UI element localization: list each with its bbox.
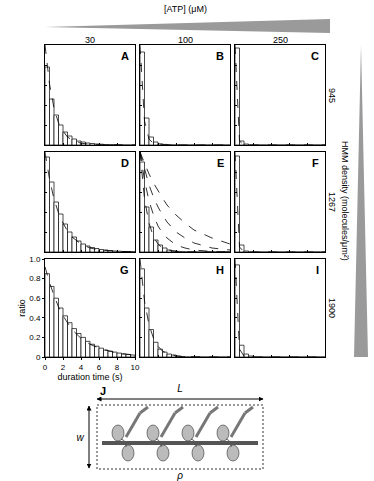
svg-text:0.6: 0.6: [29, 294, 41, 303]
svg-text:w: w: [76, 432, 84, 443]
svg-text:G: G: [120, 264, 129, 276]
svg-text:1267: 1267: [327, 192, 337, 212]
svg-text:E: E: [217, 157, 224, 169]
svg-text:0.2: 0.2: [29, 333, 41, 342]
svg-text:6: 6: [97, 363, 102, 372]
svg-text:B: B: [216, 50, 224, 62]
svg-text:30: 30: [85, 35, 95, 45]
svg-text:C: C: [311, 50, 319, 62]
svg-text:0: 0: [43, 363, 48, 372]
svg-text:D: D: [121, 157, 129, 169]
svg-text:1900: 1900: [327, 298, 337, 318]
svg-text:0.8: 0.8: [29, 274, 41, 283]
svg-text:duration time (s): duration time (s): [57, 372, 122, 382]
svg-text:0.4: 0.4: [29, 314, 41, 323]
svg-text:2: 2: [61, 363, 66, 372]
svg-text:HMM density (molecules/μm²): HMM density (molecules/μm²): [340, 141, 350, 261]
svg-text:8: 8: [115, 363, 120, 372]
svg-text:I: I: [316, 264, 319, 276]
svg-text:F: F: [312, 157, 319, 169]
svg-text:4: 4: [79, 363, 84, 372]
svg-text:100: 100: [178, 35, 193, 45]
svg-text:10: 10: [131, 363, 140, 372]
svg-text:H: H: [216, 264, 224, 276]
svg-text:L: L: [177, 383, 183, 394]
svg-text:[ATP] (μM): [ATP] (μM): [164, 4, 207, 14]
svg-text:0: 0: [36, 353, 41, 362]
svg-text:ρ: ρ: [176, 470, 183, 481]
svg-text:J: J: [100, 385, 106, 397]
svg-text:1.0: 1.0: [29, 255, 41, 264]
svg-text:A: A: [121, 50, 129, 62]
svg-text:ratio: ratio: [17, 299, 27, 317]
svg-text:250: 250: [273, 35, 288, 45]
svg-text:945: 945: [327, 88, 337, 103]
